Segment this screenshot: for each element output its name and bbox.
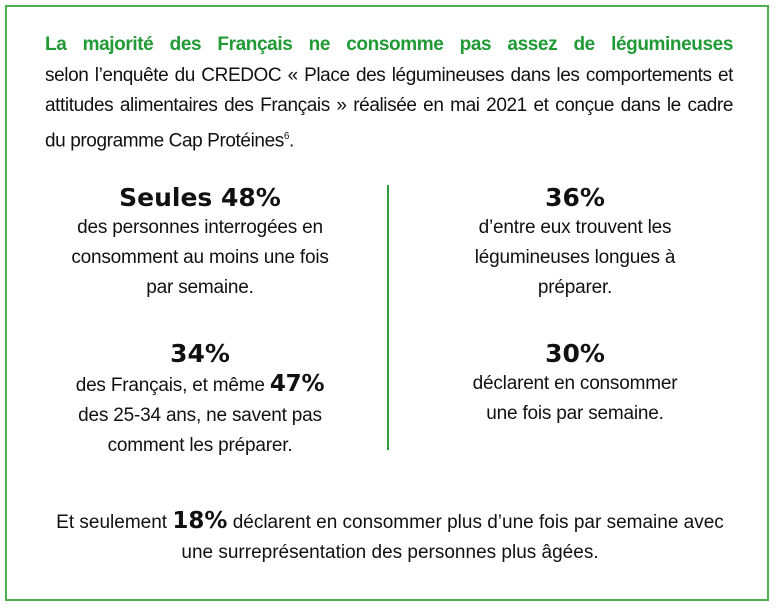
stat-headline: Seules 48% bbox=[119, 183, 281, 212]
stat-headline: 36% bbox=[545, 183, 605, 212]
stat-headline: 34% bbox=[170, 339, 230, 368]
intro-body: selon l’enquête du CREDOC « Place des lé… bbox=[45, 64, 733, 151]
intro-paragraph: La majorité des Français ne consomme pas… bbox=[45, 30, 733, 156]
stat-30: 30% déclarent en consommer une fois par … bbox=[410, 339, 740, 429]
stat-36: 36% d’entre eux trouvent les légumineuse… bbox=[410, 183, 740, 303]
intro-end: . bbox=[289, 129, 294, 151]
stat-text: déclarent en consommer une fois par sema… bbox=[472, 373, 678, 424]
stat-text: d’entre eux trouvent les légumineuses lo… bbox=[474, 217, 676, 298]
bottom-before: Et seulement bbox=[56, 512, 168, 533]
stat-highlight: 47% bbox=[269, 371, 325, 397]
stat-text-before: des Français, et même bbox=[75, 375, 265, 396]
bottom-highlight: 18% bbox=[172, 508, 228, 534]
infobox-frame bbox=[5, 5, 769, 601]
intro-title: La majorité des Français ne consomme pas… bbox=[45, 34, 733, 55]
footnote-ref: 6 bbox=[283, 130, 290, 142]
stat-text-after: des 25-34 ans, ne savent pas comment les… bbox=[78, 405, 322, 456]
bottom-paragraph: Et seulement 18% déclarent en consommer … bbox=[40, 506, 740, 568]
stat-34: 34% des Français, et même 47% des 25-34 … bbox=[35, 339, 365, 461]
column-divider bbox=[387, 185, 389, 450]
stat-48: Seules 48% des personnes interrogées en … bbox=[35, 183, 365, 303]
bottom-after: déclarent en consommer plus d’une fois p… bbox=[181, 512, 724, 563]
stat-text: des personnes interrogées en consomment … bbox=[71, 217, 329, 298]
stat-text: des Français, et même 47% des 25-34 ans,… bbox=[35, 369, 365, 461]
stat-headline: 30% bbox=[545, 339, 605, 368]
